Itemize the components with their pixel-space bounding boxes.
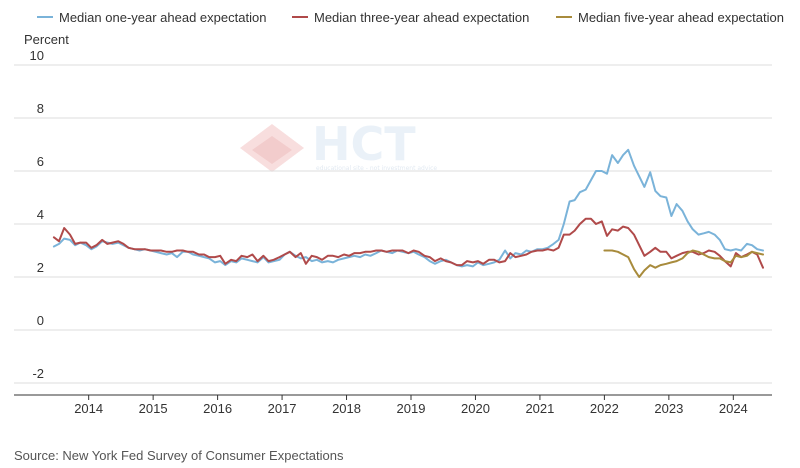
x-tick-label: 2023 xyxy=(654,401,683,416)
legend-five-year-label: Median five-year ahead expectation xyxy=(578,10,784,25)
y-tick-label: 0 xyxy=(37,313,44,328)
y-tick-label: 8 xyxy=(37,101,44,116)
watermark-tagline-text: educational site - not investment advice xyxy=(316,165,437,172)
x-axis: 2014 2015 2016 2017 2018 2019 2020 2021 2022 2023… xyxy=(14,394,772,416)
y-axis-ticks: -2 0 2 4 6 8 10 xyxy=(30,48,44,381)
legend-three-year-label: Median three-year ahead expectation xyxy=(314,10,529,25)
y-axis-title: Percent xyxy=(24,32,69,47)
source-note: Source: New York Fed Survey of Consumer … xyxy=(14,448,344,463)
five-year-expectation-line xyxy=(603,249,764,278)
x-tick-label: 2021 xyxy=(525,401,554,416)
watermark-diamond-inner-icon xyxy=(252,136,292,164)
grid-lines xyxy=(14,64,772,384)
x-tick-label: 2015 xyxy=(139,401,168,416)
y-tick-label: 10 xyxy=(30,48,44,63)
y-tick-label: 6 xyxy=(37,154,44,169)
x-tick-label: 2019 xyxy=(397,401,426,416)
x-tick-label: 2020 xyxy=(461,401,490,416)
y-tick-label: -2 xyxy=(32,366,44,381)
x-tick-label: 2016 xyxy=(203,401,232,416)
watermark-brand-text: HCT xyxy=(312,117,416,171)
x-tick-label: 2022 xyxy=(590,401,619,416)
x-tick-label: 2024 xyxy=(719,401,748,416)
x-tick-label: 2017 xyxy=(268,401,297,416)
data-series xyxy=(52,148,764,278)
x-tick-label: 2018 xyxy=(332,401,361,416)
x-tick-label: 2014 xyxy=(74,401,103,416)
three-year-expectation-line xyxy=(52,217,764,269)
watermark-logo: HCT educational site - not investment ad… xyxy=(240,117,437,172)
y-tick-label: 2 xyxy=(37,260,44,275)
chart-legend: Median one-year ahead expectation Median … xyxy=(37,10,784,25)
legend-one-year-label: Median one-year ahead expectation xyxy=(59,10,266,25)
y-tick-label: 4 xyxy=(37,207,44,222)
